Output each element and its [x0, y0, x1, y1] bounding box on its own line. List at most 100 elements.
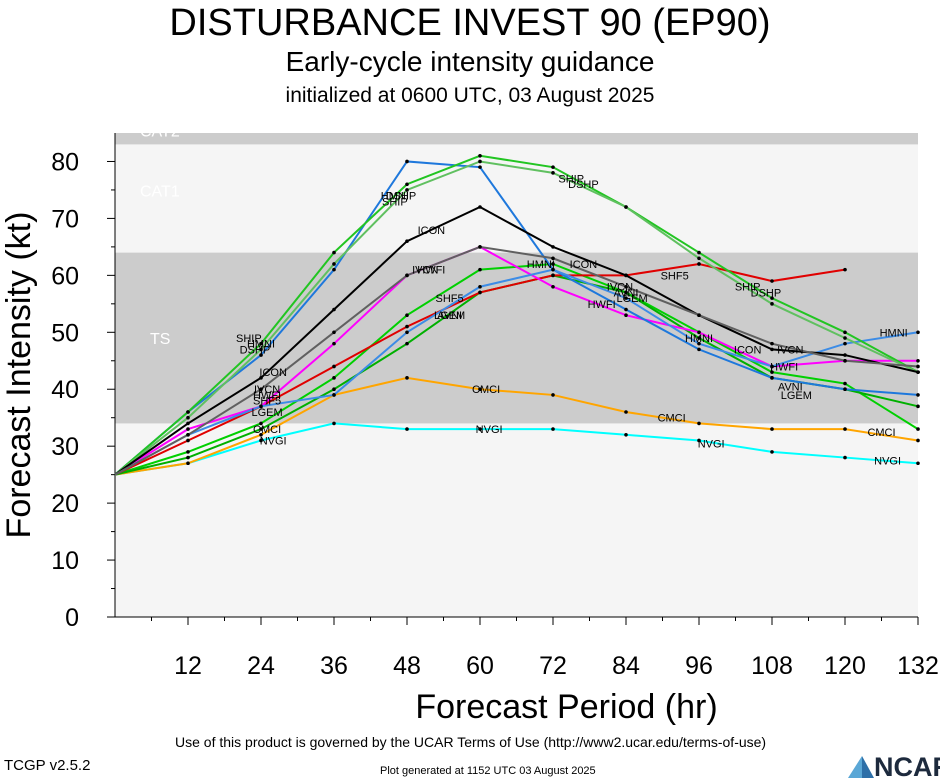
- data-point-icon: [478, 205, 482, 209]
- series-label-dshp: DSHP: [568, 179, 599, 191]
- y-tick-label: 30: [51, 433, 79, 461]
- series-label-nvgi: NVGI: [260, 435, 287, 447]
- data-point-hmni: [332, 267, 336, 272]
- data-point-hmni: [770, 364, 774, 369]
- data-point-avni: [770, 370, 774, 374]
- series-label-avni: AVNI: [437, 310, 462, 322]
- x-tick-label: 36: [320, 652, 348, 680]
- series-label-ship: SHIP: [558, 174, 584, 186]
- series-label-nvgi: NVGI: [698, 438, 725, 450]
- data-point-icon: [405, 239, 409, 243]
- version-label: TCGP v2.5.2: [4, 757, 91, 774]
- series-label-shf5: SHF5: [253, 396, 281, 408]
- series-label-hmni: HMNI: [685, 333, 713, 345]
- data-point-hmni: [259, 353, 263, 357]
- data-point-icon: [624, 273, 628, 278]
- data-point-hwfi: [697, 330, 701, 335]
- data-point-cmci: [551, 393, 555, 397]
- data-point-ship: [770, 296, 774, 300]
- data-point-hmni: [405, 330, 409, 335]
- series-label-ivcn: IVCN: [254, 384, 280, 396]
- band-label-cat1: CAT1: [140, 183, 180, 200]
- data-point-nvgi: [259, 438, 263, 443]
- series-line-cmci: [114, 376, 919, 476]
- data-point-shf5: [770, 279, 774, 283]
- data-point-nvgi: [478, 427, 482, 431]
- data-point-nvgi: [405, 427, 409, 431]
- series-label-hwfi: HWFI: [417, 265, 445, 277]
- generated-timestamp: Plot generated at 1152 UTC 03 August 202…: [380, 765, 596, 777]
- data-point-ivcn: [916, 364, 920, 369]
- y-tick-label: 70: [51, 205, 79, 233]
- data-point-hmni: [770, 376, 774, 380]
- series-label-cmci: CMCI: [867, 427, 895, 439]
- data-point-ship: [843, 330, 847, 335]
- x-tick-label: 12: [174, 652, 202, 680]
- data-point-dshp: [624, 205, 628, 209]
- data-point-ship: [259, 341, 263, 346]
- data-point-shf5: [843, 267, 847, 272]
- data-point-avni: [332, 376, 336, 380]
- series-line-hmni: [114, 268, 919, 476]
- data-point-icon: [551, 245, 555, 249]
- x-tick-label: 84: [612, 652, 640, 680]
- data-point-ship: [478, 153, 482, 158]
- data-point-lgem: [624, 290, 628, 295]
- data-point-dshp: [843, 336, 847, 340]
- data-point-dshp: [259, 347, 263, 352]
- data-point-cmci: [916, 438, 920, 443]
- data-point-shf5: [332, 364, 336, 369]
- data-point-nvgi: [770, 450, 774, 454]
- data-point-shf5: [405, 324, 409, 329]
- data-point-hwfi: [332, 341, 336, 346]
- series-label-hwfi: HWFI: [770, 361, 798, 373]
- data-point-ivcn: [259, 387, 263, 392]
- band-label-cat2: CAT2: [140, 124, 180, 141]
- x-tick-label: 48: [393, 652, 421, 680]
- series-label-avni: AVNI: [778, 381, 803, 393]
- data-point-avni: [551, 262, 555, 266]
- data-point-cmci: [624, 410, 628, 414]
- series-label-hmni: HMNI: [381, 191, 409, 203]
- x-axis-label: Forecast Period (hr): [415, 688, 717, 726]
- data-point-hmni: [843, 387, 847, 392]
- data-point-hmni: [916, 330, 920, 335]
- data-point-dshp: [332, 262, 336, 266]
- data-point-ivcn: [770, 341, 774, 346]
- data-point-ship: [551, 165, 555, 169]
- data-point-nvgi: [843, 455, 847, 460]
- series-label-hwfi: HWFI: [253, 390, 281, 402]
- y-tick-label: 40: [51, 376, 79, 404]
- data-point-avni: [186, 450, 190, 454]
- data-point-icon: [332, 307, 336, 312]
- data-point-icon: [186, 421, 190, 426]
- series-label-icon: ICON: [259, 367, 287, 379]
- data-point-hmni: [843, 341, 847, 346]
- data-point-cmci: [478, 387, 482, 392]
- data-point-hwfi: [624, 313, 628, 318]
- data-point-hwfi: [551, 284, 555, 289]
- data-point-dshp: [405, 188, 409, 192]
- data-point-hmni: [551, 267, 555, 272]
- data-point-nvgi: [916, 461, 920, 466]
- data-point-lgem: [332, 387, 336, 392]
- data-point-lgem: [916, 404, 920, 409]
- series-label-lgem: LGEM: [616, 293, 647, 305]
- data-point-hmni: [478, 284, 482, 289]
- data-point-ivcn: [551, 256, 555, 261]
- series-label-hmni: HMNI: [880, 327, 908, 339]
- chart-subtitle: Early-cycle intensity guidance: [285, 46, 655, 77]
- series-label-ivcn: IVCN: [607, 282, 633, 294]
- data-point-ivcn: [624, 284, 628, 289]
- data-point-dshp: [478, 159, 482, 164]
- data-point-nvgi: [624, 432, 628, 437]
- data-point-hmni: [624, 307, 628, 312]
- data-point-cmci: [405, 376, 409, 380]
- data-point-lgem: [259, 427, 263, 431]
- band-cat2: [115, 133, 918, 145]
- band-ts: [115, 252, 918, 424]
- x-tick-label: 132: [897, 652, 939, 680]
- chart-title: DISTURBANCE INVEST 90 (EP90): [169, 2, 771, 44]
- data-point-avni: [916, 427, 920, 431]
